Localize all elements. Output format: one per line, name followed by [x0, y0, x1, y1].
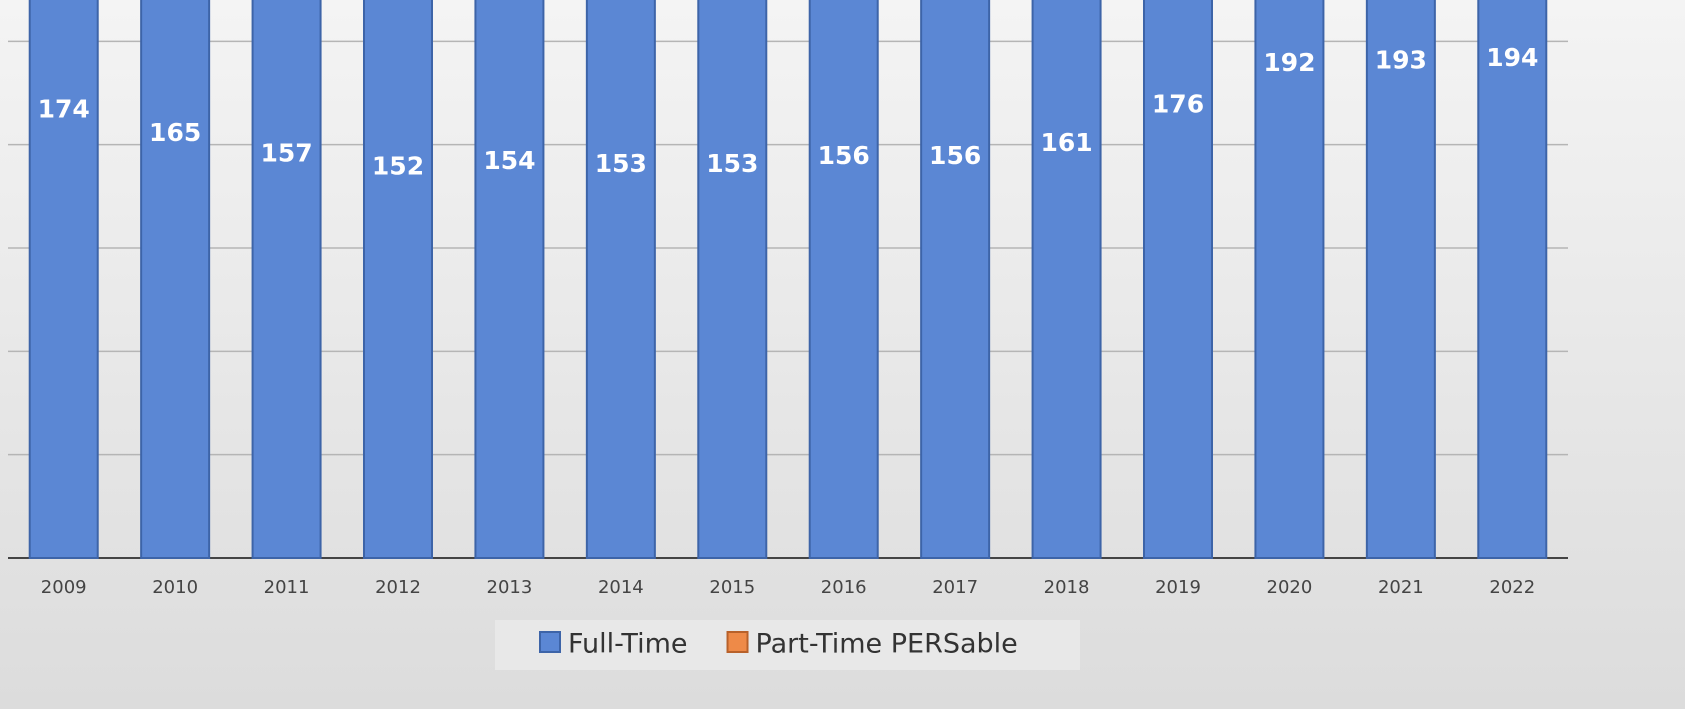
x-tick-label: 2019	[1155, 577, 1201, 598]
x-tick-label: 2014	[598, 577, 644, 598]
x-tick-label: 2018	[1044, 577, 1090, 598]
legend-box	[495, 620, 1080, 670]
data-label: 156	[818, 141, 870, 170]
x-tick-label: 2020	[1267, 577, 1313, 598]
bar	[697, 0, 768, 559]
x-tick-label: 2011	[264, 577, 310, 598]
bar	[140, 0, 211, 559]
data-label: 157	[260, 138, 312, 167]
x-tick-label: 2012	[375, 577, 421, 598]
data-label: 176	[1152, 89, 1204, 118]
legend-label: Part-Time PERSable	[756, 629, 1018, 660]
legend-label: Full-Time	[568, 629, 688, 660]
bar	[28, 0, 99, 559]
bar	[808, 0, 879, 559]
x-tick-label: 2021	[1378, 577, 1424, 598]
x-tick-label: 2022	[1489, 577, 1535, 598]
legend-swatch	[726, 631, 749, 653]
x-tick-label: 2017	[932, 577, 978, 598]
x-tick-label: 2010	[152, 577, 198, 598]
data-label: 194	[1486, 43, 1538, 72]
data-label: 174	[38, 95, 90, 124]
bar	[1143, 0, 1213, 559]
bar	[1477, 0, 1548, 559]
bar	[1365, 0, 1436, 560]
bar	[251, 0, 322, 560]
data-label: 165	[149, 118, 201, 147]
bar	[363, 0, 433, 559]
data-label: 154	[483, 146, 535, 175]
data-label: 193	[1375, 45, 1427, 74]
x-tick-label: 2016	[821, 577, 867, 598]
x-tick-label: 2013	[487, 577, 533, 598]
x-tick-label: 2009	[41, 577, 87, 598]
x-tick-label: 2015	[709, 577, 755, 598]
data-label: 156	[929, 141, 981, 170]
bar	[474, 0, 545, 560]
data-label: 192	[1263, 48, 1315, 77]
bar	[920, 0, 991, 559]
data-label: 152	[372, 151, 424, 180]
bar	[1254, 0, 1325, 559]
data-label: 161	[1040, 128, 1092, 157]
data-label: 153	[595, 149, 647, 178]
bar	[1031, 0, 1102, 559]
bar	[585, 0, 656, 559]
legend-swatch	[539, 631, 561, 653]
data-label: 153	[706, 149, 758, 178]
